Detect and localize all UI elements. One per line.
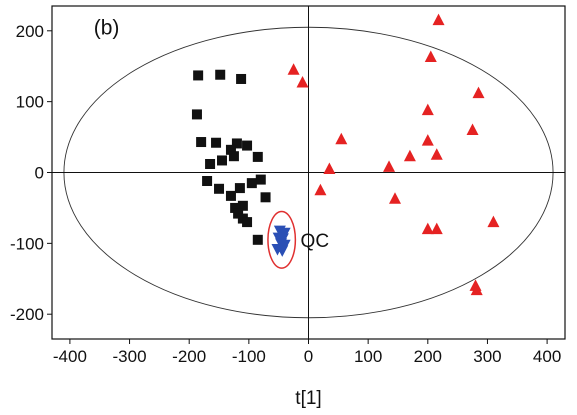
series-0-point-9: [252, 151, 263, 162]
series-1-point-14: [388, 192, 401, 204]
qc-annotation-label: QC: [301, 231, 330, 252]
series-1-point-10: [430, 148, 443, 160]
x-tick-label-7: 300: [473, 347, 501, 366]
series-0-point-5: [211, 137, 222, 148]
y-tick-label-1: 100: [16, 93, 44, 112]
y-tick-label-2: 0: [35, 164, 44, 183]
series-0-point-6: [231, 138, 242, 149]
series-1-point-13: [314, 183, 327, 196]
x-tick-label-3: -100: [232, 347, 266, 366]
series-1-point-19: [470, 283, 483, 296]
series-0-point-0: [193, 70, 204, 81]
qc-highlight-circle: [267, 210, 297, 269]
series-1-point-15: [487, 215, 500, 228]
series-0-point-15: [225, 190, 236, 201]
series-1-point-3: [424, 50, 437, 63]
y-tick-label-0: 200: [16, 22, 44, 41]
series-1-point-2: [432, 13, 445, 26]
y-axis-ticks: 200 100 0 -100 -200: [10, 22, 52, 324]
y-tick-label-4: -200: [10, 305, 44, 324]
series-1-point-6: [335, 132, 348, 145]
series-0-point-12: [217, 155, 228, 166]
x-tick-label-0: -400: [53, 347, 87, 366]
series-0-point-8: [225, 144, 236, 155]
series-0-point-25: [260, 192, 271, 203]
panel-label: (b): [94, 16, 120, 39]
x-tick-label-5: 100: [354, 347, 382, 366]
series-1-point-4: [421, 103, 434, 116]
series-1-point-11: [323, 162, 336, 174]
x-axis-title: t[1]: [295, 388, 321, 409]
series-0-point-19: [237, 200, 248, 211]
series-0-point-23: [242, 217, 253, 228]
series-0-point-13: [202, 176, 213, 187]
series-1-point-0: [287, 63, 300, 75]
series-0-point-14: [214, 183, 225, 194]
series-1-point-5: [472, 86, 485, 99]
data-points-layer: [191, 13, 500, 296]
annotation-layer: QC: [267, 210, 330, 269]
series-0-point-4: [196, 137, 207, 148]
series-2-point-7: [276, 245, 289, 257]
series-0-point-11: [228, 151, 239, 162]
series-0-point-1: [215, 69, 226, 80]
series-0-point-10: [205, 158, 216, 169]
series-0-point-24: [252, 234, 263, 245]
x-tick-label-4: 0: [304, 347, 313, 366]
series-0-point-17: [255, 174, 266, 185]
zero-crosshair-layer: [52, 6, 565, 339]
series-0-point-3: [191, 109, 202, 120]
x-axis-ticks: -400 -300 -200 -100 0 100 200 300 400: [53, 339, 561, 366]
x-tick-label-8: 400: [533, 347, 561, 366]
series-1-point-1: [296, 76, 309, 88]
series-1-point-7: [421, 134, 434, 146]
series-1-point-12: [383, 160, 396, 172]
series-0-point-20: [230, 202, 241, 213]
series-0-point-2: [236, 73, 247, 84]
y-tick-label-3: -100: [10, 234, 44, 253]
series-0-point-16: [234, 183, 245, 194]
series-1-point-16: [421, 222, 434, 235]
series-1-point-17: [430, 222, 443, 235]
series-1-point-9: [403, 149, 416, 162]
x-tick-label-1: -300: [113, 347, 147, 366]
series-1-point-8: [466, 123, 479, 135]
x-tick-label-2: -200: [172, 347, 206, 366]
series-0-point-18: [246, 178, 257, 189]
x-tick-label-6: 200: [414, 347, 442, 366]
series-0-point-7: [242, 140, 253, 151]
